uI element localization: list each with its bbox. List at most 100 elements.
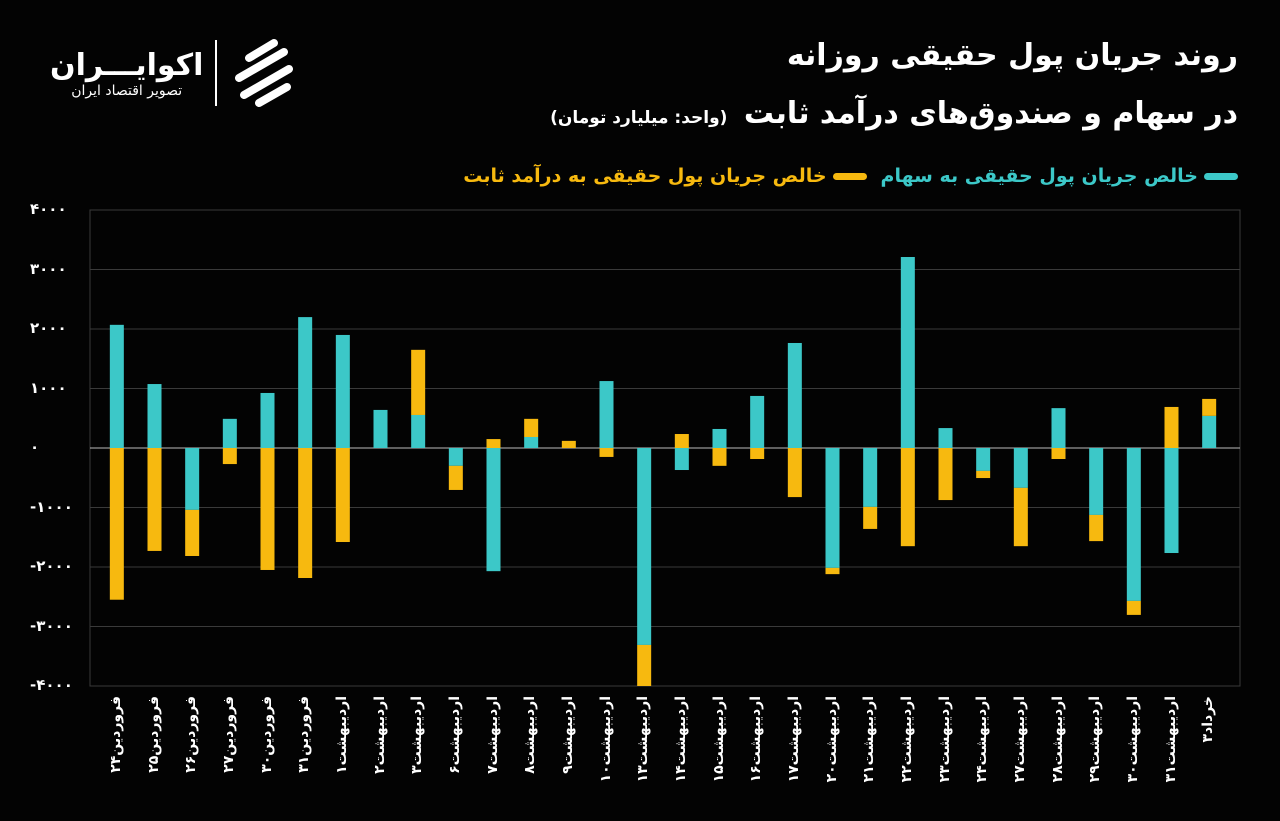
- bar-stocks: [298, 317, 313, 448]
- bar-stocks: [1013, 448, 1028, 488]
- x-tick-label: فروردین۲۵: [145, 696, 162, 773]
- x-tick-label: اردیبهشت۸: [522, 696, 539, 774]
- x-tick-label: اردیبهشت۳: [409, 696, 426, 774]
- bar-stocks: [1089, 448, 1104, 515]
- bar-stocks: [787, 342, 802, 448]
- bar-stocks: [1202, 415, 1217, 448]
- bar-fixed-income: [599, 448, 614, 457]
- bar-stocks: [185, 448, 200, 510]
- bar-fixed-income: [411, 349, 426, 415]
- x-tick-label: اردیبهشت۲۷: [1011, 696, 1028, 783]
- x-tick-label: اردیبهشت۳۰: [1124, 696, 1141, 783]
- bar-fixed-income: [1051, 448, 1066, 460]
- bar-fixed-income: [147, 448, 162, 551]
- x-tick-label: اردیبهشت۹: [559, 696, 576, 774]
- unit-label: (واحد: میلیارد تومان): [550, 108, 728, 128]
- bar-fixed-income: [787, 448, 802, 498]
- x-tick-label: فروردین۳۰: [258, 696, 275, 773]
- x-tick-label: اردیبهشت۲۱: [861, 696, 878, 783]
- bar-stocks: [448, 448, 463, 466]
- bar-fixed-income: [938, 448, 953, 501]
- bar-stocks: [976, 448, 991, 471]
- logo-brand: اکوایـــران: [50, 47, 204, 83]
- y-tick-label: ۳۰۰۰: [30, 259, 67, 278]
- x-tick-label: اردیبهشت۲۳: [936, 696, 953, 783]
- bar-fixed-income: [825, 567, 840, 575]
- x-tick-label: اردیبهشت۱۳: [635, 696, 652, 783]
- bar-fixed-income: [1089, 514, 1104, 542]
- x-tick-label: اردیبهشت۳۱: [1162, 696, 1179, 783]
- y-tick-label: -۲۰۰۰: [30, 557, 73, 575]
- x-tick-label: فروردین۲۷: [220, 696, 237, 773]
- bar-stocks: [674, 448, 689, 471]
- bar-fixed-income: [185, 509, 200, 556]
- legend-item-fixed-income: خالص جریان پول حقیقی به درآمد ثابت: [463, 165, 867, 187]
- bar-stocks: [825, 448, 840, 568]
- bar-stocks: [524, 436, 539, 448]
- y-tick-label: ۲۰۰۰: [30, 319, 67, 337]
- bar-stocks: [599, 381, 614, 448]
- bar-fixed-income: [260, 448, 275, 570]
- bar-fixed-income: [1202, 398, 1217, 416]
- bar-fixed-income: [1013, 487, 1028, 547]
- x-tick-label: اردیبهشت۲: [371, 696, 388, 774]
- legend-swatch-fixed-income: [832, 172, 867, 180]
- x-tick-label: اردیبهشت۱۰: [597, 696, 614, 783]
- bar-stocks: [335, 334, 350, 448]
- x-tick-label: فروردین۲۴: [107, 696, 124, 773]
- bar-stocks: [222, 418, 237, 448]
- legend-swatch-stocks: [1204, 172, 1238, 180]
- legend: خالص جریان پول حقیقی به سهام خالص جریان …: [463, 165, 1238, 187]
- y-tick-label: -۳۰۰۰: [30, 616, 73, 635]
- legend-item-stocks: خالص جریان پول حقیقی به سهام: [881, 165, 1238, 187]
- bar-stocks: [712, 428, 727, 448]
- bar-fixed-income: [863, 506, 878, 529]
- bar-stocks: [411, 414, 426, 448]
- bar-fixed-income: [712, 448, 727, 466]
- bar-fixed-income: [298, 448, 313, 579]
- bar-fixed-income: [674, 434, 689, 448]
- x-tick-label: اردیبهشت۱۵: [710, 696, 727, 783]
- bar-fixed-income: [900, 448, 915, 547]
- logo: اکوایـــران تصویر اقتصاد ایران: [50, 38, 299, 108]
- bar-stocks: [637, 448, 652, 645]
- y-tick-label: ۴۰۰۰: [30, 200, 67, 218]
- chart-title-line2-text: در سهام و صندوق‌های درآمد ثابت: [743, 96, 1238, 131]
- legend-label-stocks: خالص جریان پول حقیقی به سهام: [880, 165, 1198, 187]
- bar-fixed-income: [1164, 406, 1179, 448]
- x-tick-label: اردیبهشت۱۶: [748, 696, 765, 783]
- bar-stocks: [863, 448, 878, 507]
- y-tick-label: ۰: [30, 438, 40, 456]
- x-tick-label: اردیبهشت۲۹: [1087, 696, 1104, 783]
- y-tick-label: ۱۰۰۰: [30, 378, 67, 397]
- bar-fixed-income: [524, 418, 539, 437]
- bar-fixed-income: [486, 439, 501, 448]
- y-tick-label: -۱۰۰۰: [30, 497, 73, 516]
- bar-stocks: [373, 409, 388, 448]
- x-tick-label: اردیبهشت۷: [484, 696, 501, 774]
- x-tick-label: اردیبهشت۲۰: [823, 696, 840, 783]
- x-tick-label: اردیبهشت۱۴: [672, 696, 689, 783]
- x-tick-label: خرداد۳: [1200, 696, 1217, 743]
- logo-divider: [215, 40, 218, 106]
- bar-stocks: [1126, 448, 1141, 601]
- x-tick-label: اردیبهشت۲۲: [898, 696, 915, 783]
- x-tick-label: اردیبهشت۲۸: [1049, 696, 1066, 783]
- bar-stocks: [1051, 408, 1066, 448]
- bar-stocks: [1164, 448, 1179, 554]
- chart-title-line2: در سهام و صندوق‌های درآمد ثابت (واحد: می…: [550, 96, 1238, 131]
- bar-stocks: [147, 384, 162, 448]
- x-tick-label: اردیبهشت۶: [446, 696, 463, 774]
- bar-fixed-income: [637, 644, 652, 686]
- logo-tagline: تصویر اقتصاد ایران: [71, 82, 183, 99]
- x-tick-label: اردیبهشت۲۴: [974, 696, 991, 783]
- bar-stocks: [109, 324, 124, 448]
- bar-fixed-income: [976, 470, 991, 479]
- bar-fixed-income: [750, 448, 765, 460]
- bar-fixed-income: [222, 448, 237, 465]
- bar-fixed-income: [335, 448, 350, 543]
- x-tick-label: فروردین۳۱: [296, 696, 313, 773]
- bar-stocks: [260, 392, 275, 448]
